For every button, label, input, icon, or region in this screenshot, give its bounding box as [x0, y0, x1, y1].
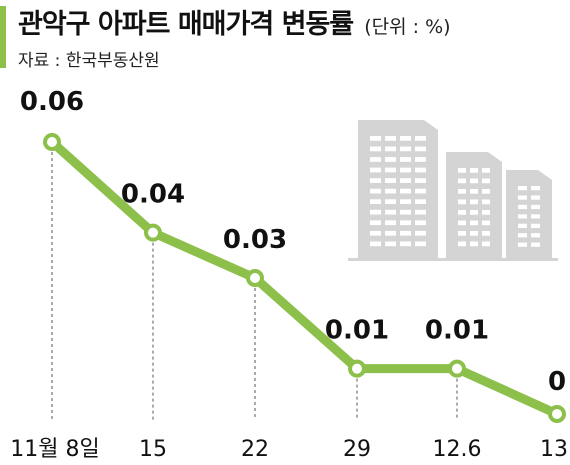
data-point — [144, 223, 162, 242]
data-point — [43, 133, 61, 151]
value-label: 0.03 — [223, 225, 287, 255]
apartment-buildings-icon — [348, 120, 558, 261]
unit-label: (단위 : %) — [364, 16, 451, 38]
x-tick-label: 15 — [139, 437, 167, 462]
value-label: 0.04 — [121, 180, 185, 210]
value-label: 0.01 — [325, 316, 389, 346]
value-label: 0 — [548, 367, 566, 397]
guide-lines — [51, 152, 458, 420]
source-label: 자료 : 한국부동산원 — [18, 51, 160, 71]
data-point — [348, 359, 366, 378]
title-row: 관악구 아파트 매매가격 변동률 (단위 : %) — [18, 2, 451, 41]
x-tick-label: 12.6 — [433, 437, 482, 462]
x-tick-label: 29 — [343, 437, 371, 462]
data-points — [43, 133, 566, 423]
x-tick-labels: 11월 8일 15 22 29 12.6 13 — [10, 437, 568, 462]
x-tick-label: 22 — [241, 437, 269, 462]
building-short — [506, 170, 552, 260]
series-line — [47, 137, 562, 419]
data-point — [448, 359, 466, 378]
x-tick-label: 11월 8일 — [10, 437, 99, 462]
building-mid — [446, 152, 502, 260]
data-point — [548, 405, 566, 423]
value-labels: 0.06 0.04 0.03 0.01 0.01 0 — [20, 87, 566, 397]
value-label: 0.06 — [20, 87, 84, 117]
building-tall — [358, 120, 438, 260]
data-point — [246, 269, 264, 287]
chart-title: 관악구 아파트 매매가격 변동률 — [18, 9, 354, 40]
x-tick-label: 13 — [540, 437, 568, 462]
header-accent-bar — [0, 6, 6, 68]
value-label: 0.01 — [425, 316, 489, 346]
